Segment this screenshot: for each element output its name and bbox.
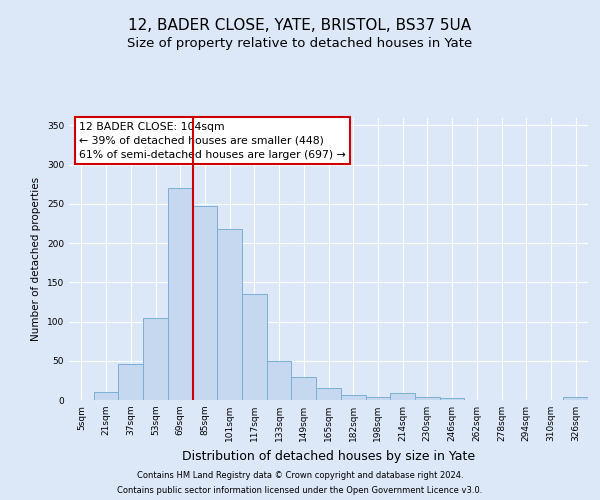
Bar: [267, 361, 292, 400]
Bar: [440, 398, 464, 400]
Bar: [168, 188, 193, 400]
Bar: [193, 206, 217, 400]
Y-axis label: Number of detached properties: Number of detached properties: [31, 176, 41, 341]
Bar: [563, 397, 588, 400]
Bar: [341, 394, 365, 400]
Bar: [292, 377, 316, 400]
Text: 12 BADER CLOSE: 104sqm
← 39% of detached houses are smaller (448)
61% of semi-de: 12 BADER CLOSE: 104sqm ← 39% of detached…: [79, 122, 346, 160]
Bar: [118, 364, 143, 400]
Text: Contains public sector information licensed under the Open Government Licence v3: Contains public sector information licen…: [118, 486, 482, 495]
Bar: [390, 393, 415, 400]
Bar: [143, 318, 168, 400]
Bar: [316, 388, 341, 400]
X-axis label: Distribution of detached houses by size in Yate: Distribution of detached houses by size …: [182, 450, 475, 462]
Bar: [415, 397, 440, 400]
Text: Size of property relative to detached houses in Yate: Size of property relative to detached ho…: [127, 38, 473, 51]
Bar: [94, 392, 118, 400]
Text: Contains HM Land Registry data © Crown copyright and database right 2024.: Contains HM Land Registry data © Crown c…: [137, 471, 463, 480]
Bar: [217, 229, 242, 400]
Bar: [365, 397, 390, 400]
Bar: [242, 294, 267, 400]
Text: 12, BADER CLOSE, YATE, BRISTOL, BS37 5UA: 12, BADER CLOSE, YATE, BRISTOL, BS37 5UA: [128, 18, 472, 32]
